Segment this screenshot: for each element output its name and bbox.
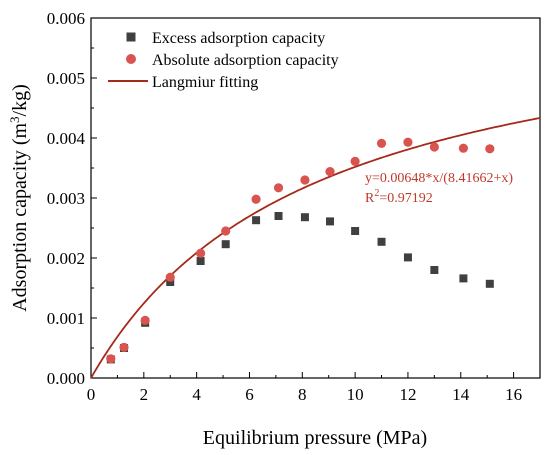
excess-point xyxy=(196,257,205,265)
x-tick-label: 12 xyxy=(399,385,416,404)
absolute-point xyxy=(403,137,413,147)
x-axis-title: Equilibrium pressure (MPa) xyxy=(203,427,427,449)
y-tick-label: 0.003 xyxy=(47,189,85,208)
y-tick-label: 0.005 xyxy=(47,69,85,88)
x-tick-label: 10 xyxy=(347,385,364,404)
excess-point xyxy=(300,213,309,222)
absolute-point xyxy=(221,226,231,236)
excess-point xyxy=(430,266,439,274)
absolute-point xyxy=(485,144,495,154)
legend-label-fit: Langmiur fitting xyxy=(152,74,258,91)
absolute-point xyxy=(325,167,335,177)
absolute-point xyxy=(300,175,310,185)
y-tick-label: 0.002 xyxy=(47,249,85,268)
absolute-point xyxy=(196,248,206,258)
y-tick-label: 0.006 xyxy=(47,9,85,28)
r2-prefix: R xyxy=(365,191,375,206)
absolute-point xyxy=(106,354,116,364)
plot-frame xyxy=(90,17,541,379)
y-axis-title: Adsorption capacity (m3/kg) xyxy=(7,84,31,312)
legend-label-excess: Excess adsorption capacity xyxy=(152,30,325,47)
fit-equation: y=0.00648*x/(8.41662+x) xyxy=(365,171,513,186)
legend: Excess adsorption capacity Absolute adso… xyxy=(108,30,339,91)
legend-label-absolute: Absolute adsorption capacity xyxy=(152,52,339,69)
y-tick-label: 0.004 xyxy=(47,129,86,148)
fit-annotation: y=0.00648*x/(8.41662+x) R2=0.97192 xyxy=(365,171,513,206)
absolute-point xyxy=(350,156,360,166)
absolute-point xyxy=(429,142,439,152)
x-tick-label: 0 xyxy=(87,385,96,404)
x-tick-label: 4 xyxy=(192,385,201,404)
y-tick-label: 0.000 xyxy=(47,369,85,388)
absolute-point xyxy=(458,143,469,153)
y-axis-title-main: Adsorption capacity (m xyxy=(9,123,31,312)
y-axis-title-tail: /kg) xyxy=(9,84,31,116)
r2-superscript: 2 xyxy=(374,188,379,199)
legend-marker-absolute xyxy=(126,54,136,64)
absolute-point xyxy=(119,342,129,352)
excess-point xyxy=(459,274,468,283)
excess-point xyxy=(351,227,360,235)
absolute-point xyxy=(140,315,150,325)
langmuir-fit-line xyxy=(90,117,541,379)
absolute-point xyxy=(165,272,175,282)
absolute-point xyxy=(376,138,387,148)
fit-curve-layer xyxy=(90,117,541,379)
x-tick-label: 16 xyxy=(505,385,522,404)
excess-point xyxy=(221,240,230,249)
y-axis-title-sup: 3 xyxy=(7,116,22,123)
x-tick-label: 2 xyxy=(140,385,149,404)
absolute-point xyxy=(251,194,261,204)
fit-r-squared: R2=0.97192 xyxy=(365,188,433,206)
r2-value: =0.97192 xyxy=(379,191,432,206)
x-tick-label: 6 xyxy=(245,385,254,404)
excess-point xyxy=(166,278,175,286)
excess-point xyxy=(485,279,494,288)
excess-point xyxy=(274,212,283,220)
excess-point xyxy=(252,216,261,225)
legend-marker-excess xyxy=(126,32,136,42)
x-tick-label: 14 xyxy=(452,385,470,404)
excess-point xyxy=(377,237,386,246)
y-tick-label: 0.001 xyxy=(47,309,85,328)
axes: 0 2 4 6 8 10 12 14 16 0.000 0.001 0.002 0.003 0.004 0.… xyxy=(47,9,541,404)
x-tick-label: 8 xyxy=(298,385,307,404)
absolute-point xyxy=(273,183,284,193)
excess-point xyxy=(326,217,335,226)
data-points-layer xyxy=(106,137,495,364)
excess-point xyxy=(403,253,412,262)
